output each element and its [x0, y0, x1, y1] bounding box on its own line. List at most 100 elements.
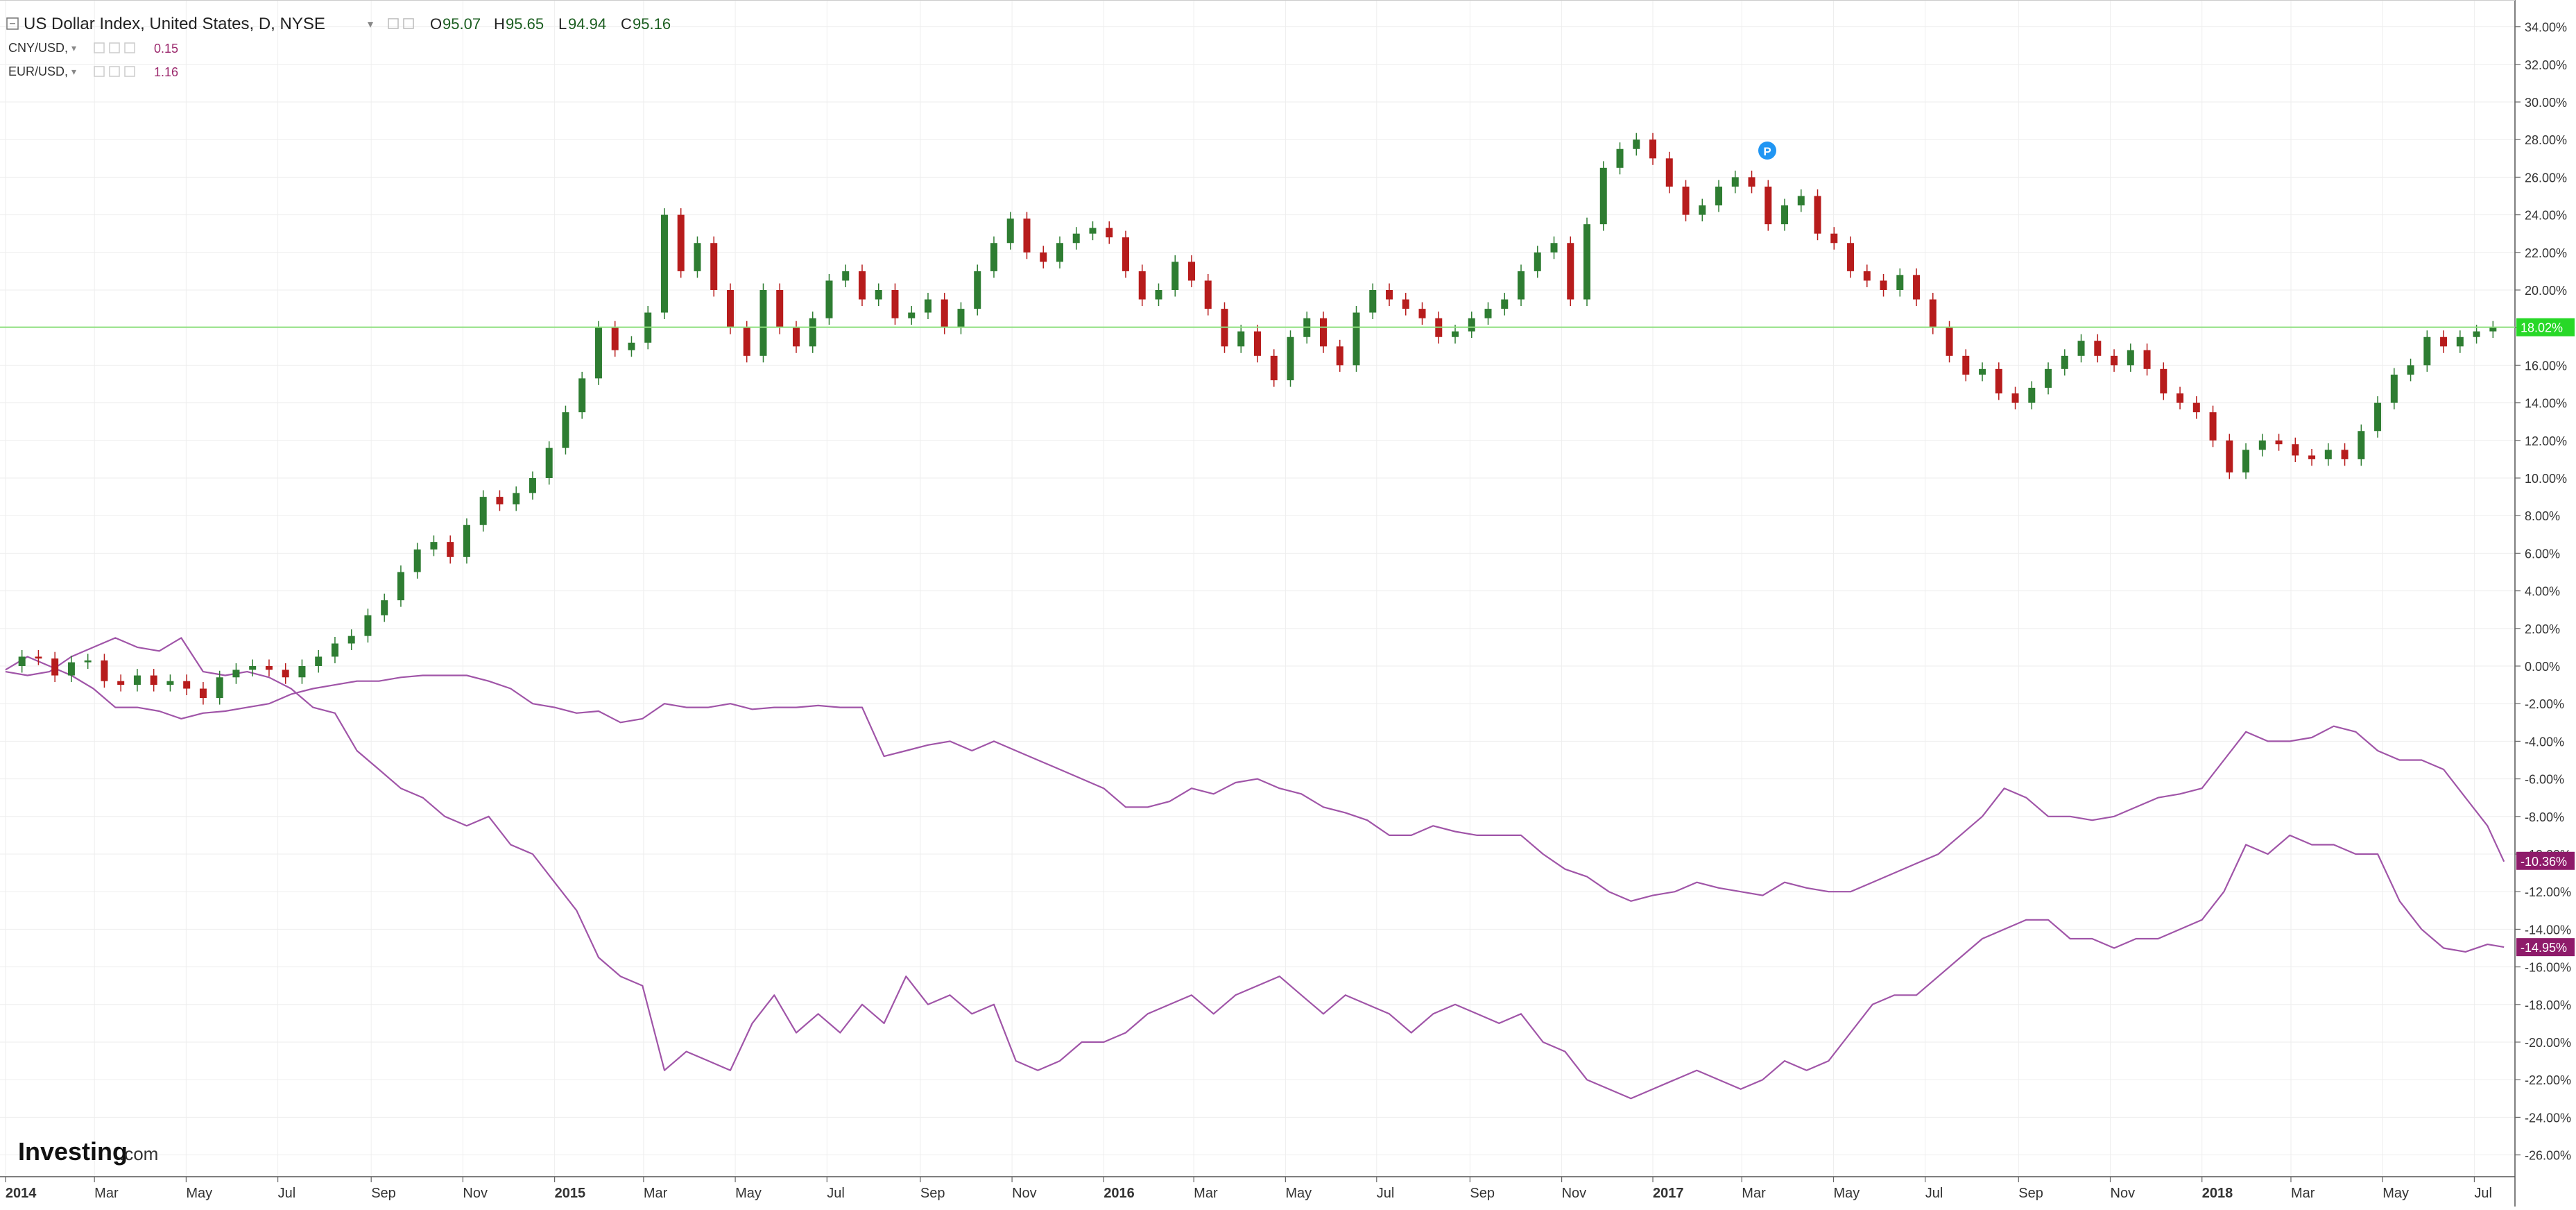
- legend-main[interactable]: US Dollar Index, United States, D, NYSE …: [6, 15, 671, 33]
- candle-body: [2111, 355, 2118, 366]
- settings-icon[interactable]: [109, 66, 120, 77]
- candle-body: [2160, 368, 2167, 394]
- candle-body: [545, 448, 553, 478]
- x-tick-label: Nov: [2111, 1186, 2136, 1201]
- chevron-down-icon[interactable]: ▾: [368, 19, 373, 31]
- logo-suffix: .com: [119, 1143, 158, 1164]
- candle-body: [2061, 355, 2068, 369]
- candle-body: [1237, 331, 1245, 347]
- legend-overlay-cny[interactable]: CNY/USD, ▾ 0.15: [8, 41, 178, 56]
- x-tick-label: May: [2382, 1186, 2409, 1201]
- pin-icon[interactable]: [1758, 142, 1776, 160]
- candle-body: [1072, 233, 1080, 244]
- y-tick-label: -18.00%: [2525, 998, 2571, 1012]
- settings-icon[interactable]: [388, 18, 399, 29]
- candle-body: [1534, 252, 1541, 271]
- settings-icon[interactable]: [109, 42, 120, 53]
- candle-body: [1913, 275, 1921, 300]
- low-label: L: [558, 15, 567, 33]
- y-tick-label: 4.00%: [2525, 585, 2560, 599]
- y-tick-label: 24.00%: [2525, 209, 2567, 223]
- y-tick-label: -20.00%: [2525, 1036, 2571, 1050]
- candle-body: [2374, 402, 2382, 432]
- candle-body: [1962, 355, 1970, 375]
- y-tick-label: -26.00%: [2525, 1149, 2571, 1163]
- y-tick-label: -24.00%: [2525, 1111, 2571, 1125]
- candle-body: [924, 299, 931, 313]
- candle-body: [562, 412, 569, 448]
- low-value: 94.94: [568, 15, 606, 33]
- candle-body: [331, 643, 338, 657]
- series-layer: [5, 133, 2505, 1100]
- chevron-down-icon[interactable]: ▾: [71, 66, 76, 77]
- candle-body: [1386, 290, 1393, 300]
- candle-body: [1122, 237, 1129, 271]
- candle-body: [1797, 196, 1805, 206]
- eye-icon[interactable]: [403, 18, 414, 29]
- event-pin[interactable]: P: [1758, 142, 1776, 160]
- candle-body: [1468, 318, 1475, 332]
- candle-body: [809, 318, 816, 347]
- y-tick-label: 0.00%: [2525, 660, 2560, 674]
- candle-body: [101, 660, 108, 681]
- candle-body: [1896, 275, 1904, 290]
- close-icon[interactable]: [124, 66, 135, 77]
- candle-body: [2045, 368, 2052, 388]
- eye-icon[interactable]: [94, 42, 105, 53]
- candle-body: [825, 280, 833, 318]
- x-tick-label: Jul: [827, 1186, 845, 1201]
- chevron-down-icon[interactable]: ▾: [71, 42, 76, 53]
- x-tick-label: Mar: [1194, 1186, 1218, 1201]
- candle-body: [1287, 336, 1294, 381]
- collapse-legend-icon[interactable]: [6, 17, 19, 30]
- overlay-eur-value: 1.16: [154, 65, 178, 79]
- candle-body: [1583, 224, 1591, 300]
- y-axis-ticks[interactable]: 34.00% 32.00% 30.00% 28.00% 26.00% 24.00% 22.0…: [2515, 21, 2571, 1163]
- candle-body: [1550, 243, 1558, 253]
- y-tick-label: -22.00%: [2525, 1073, 2571, 1087]
- candle-body: [1040, 252, 1047, 262]
- candle-body: [315, 656, 323, 666]
- candle-body: [364, 615, 372, 636]
- y-tick-label: -14.00%: [2525, 923, 2571, 937]
- candle-body: [1171, 262, 1179, 290]
- y-tick-label: 22.00%: [2525, 246, 2567, 260]
- candle-body: [677, 214, 685, 271]
- candle-body: [1814, 196, 1821, 234]
- candle-body: [1979, 368, 1986, 375]
- x-tick-label: Nov: [1562, 1186, 1587, 1201]
- x-tick-label: Jul: [2474, 1186, 2492, 1201]
- candle-body: [67, 662, 75, 676]
- candle-body: [84, 660, 92, 663]
- candle-body: [1995, 368, 2002, 394]
- compare-badge-eur: -14.95%: [2521, 941, 2567, 955]
- candle-body: [2094, 341, 2102, 356]
- candle-body: [479, 497, 487, 525]
- candle-body: [18, 656, 26, 666]
- y-tick-label: -12.00%: [2525, 885, 2571, 899]
- candle-body: [447, 542, 454, 557]
- candle-body: [1599, 167, 1607, 225]
- candle-body: [694, 243, 701, 271]
- close-icon[interactable]: [124, 42, 135, 53]
- candle-body: [1682, 186, 1690, 215]
- candle-body: [1023, 219, 1031, 253]
- x-tick-label: Sep: [920, 1186, 945, 1201]
- candle-body: [183, 681, 191, 689]
- candle-body: [1138, 271, 1146, 300]
- candle-body: [166, 681, 174, 685]
- candle-body: [1830, 233, 1838, 244]
- x-axis-ticks[interactable]: 2014 Mar May Jul Sep Nov 2015 Mar May Jul Sep Nov 20…: [5, 1177, 2492, 1201]
- overlay-eur-label: EUR/USD,: [8, 65, 68, 78]
- compare-badge-eur-bg: [2516, 938, 2575, 957]
- last-price-badge: 18.02%: [2521, 321, 2563, 335]
- candle-body: [1748, 177, 1755, 187]
- candle-body: [2358, 431, 2365, 459]
- eye-icon[interactable]: [94, 66, 105, 77]
- y-tick-label: 34.00%: [2525, 21, 2567, 35]
- legend-overlay-eur[interactable]: EUR/USD, ▾ 1.16: [8, 65, 178, 79]
- y-tick-label: -4.00%: [2525, 735, 2564, 749]
- candle-body: [2209, 412, 2217, 441]
- candle-body: [1336, 346, 1343, 366]
